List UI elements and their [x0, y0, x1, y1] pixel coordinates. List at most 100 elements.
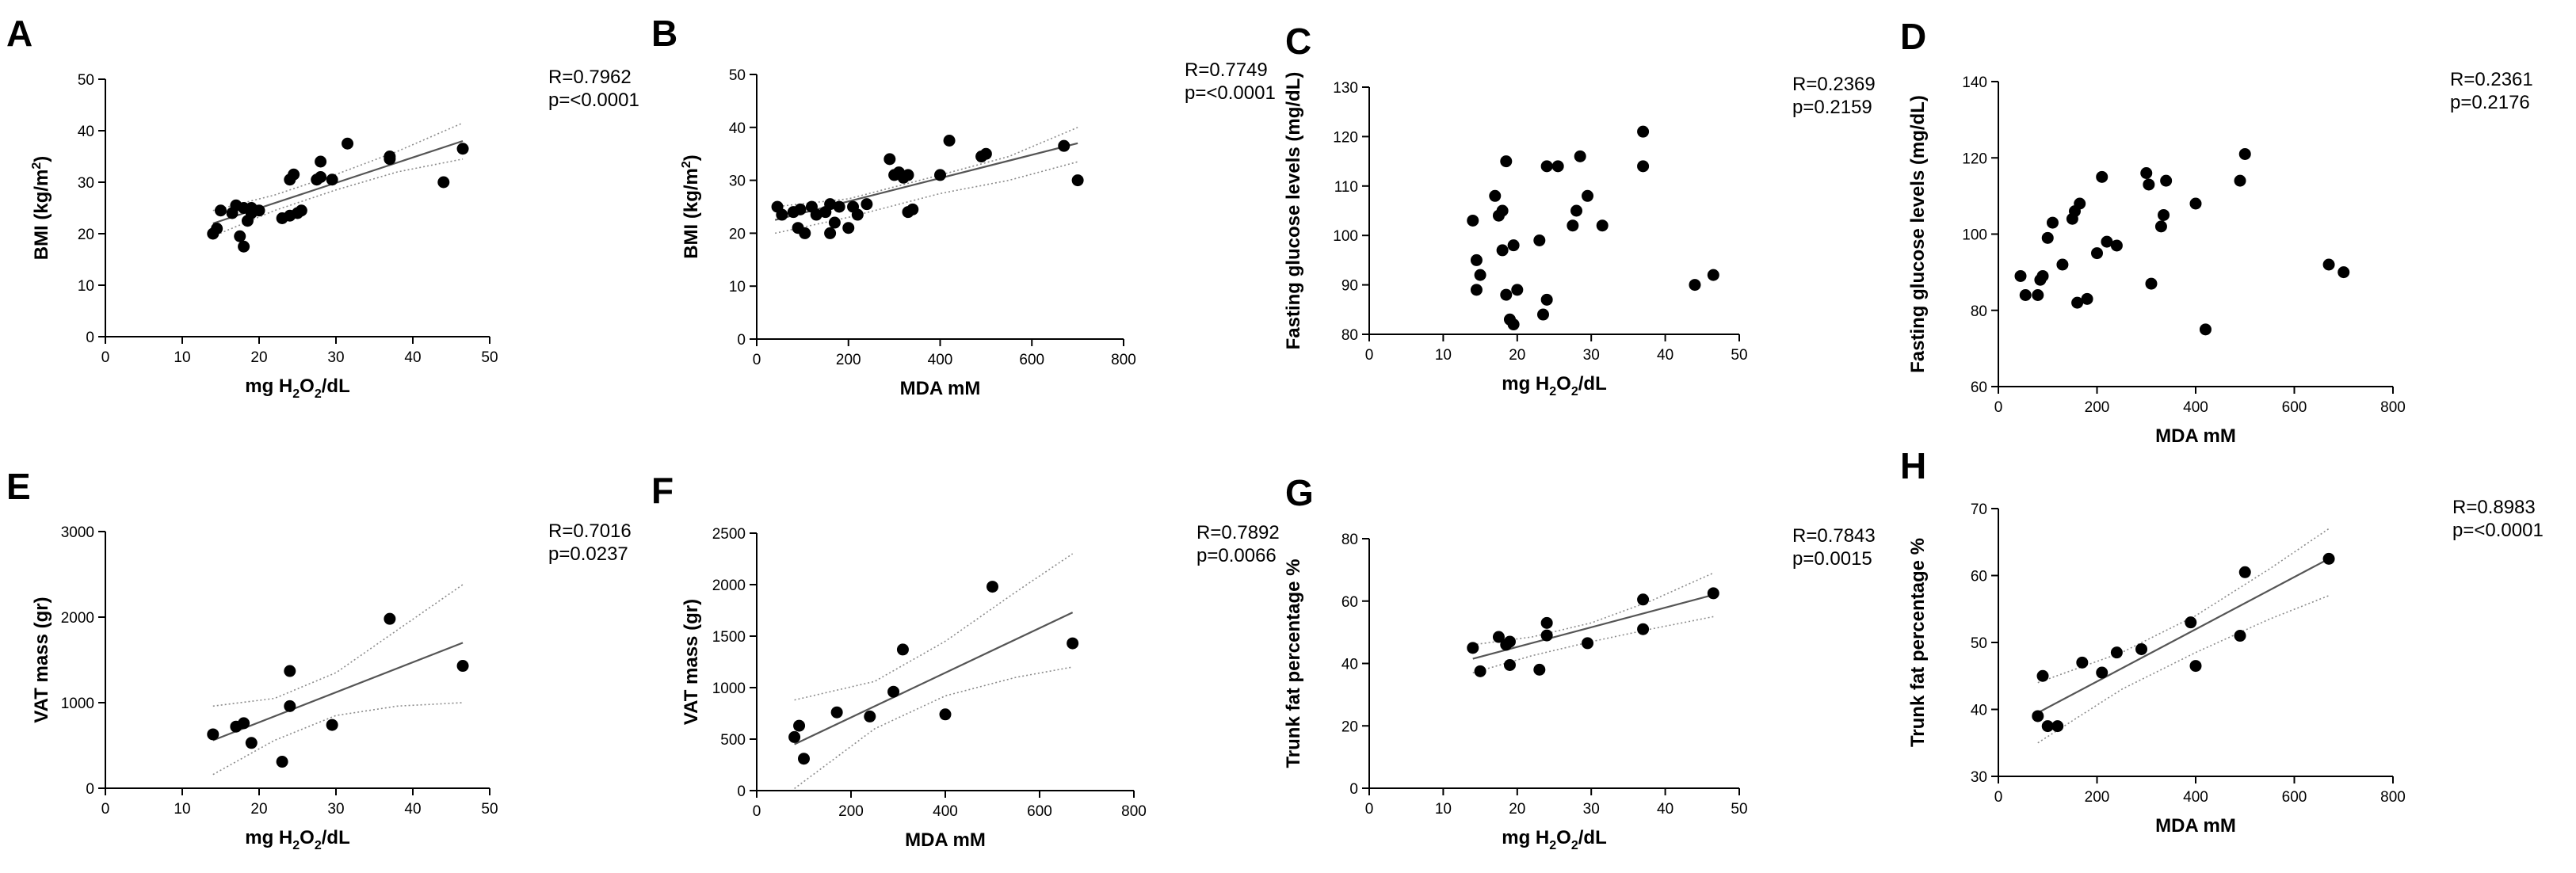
x-axis-title: mg H2O2/dL: [245, 827, 349, 852]
data-point: [2158, 208, 2170, 221]
y-tick-label: 3000: [61, 524, 94, 541]
data-point: [2056, 258, 2069, 271]
y-tick-label: 2000: [712, 578, 746, 594]
r-value: R=0.2369: [1792, 74, 1876, 95]
y-tick-label: 1000: [712, 680, 746, 697]
data-point: [215, 204, 227, 217]
data-point: [207, 728, 219, 741]
y-tick-label: 40: [78, 124, 94, 140]
data-point: [1637, 593, 1650, 606]
data-point: [1707, 587, 1719, 600]
x-tick-label: 30: [1583, 801, 1600, 818]
panel-letter: B: [651, 13, 677, 54]
data-point: [288, 168, 300, 181]
data-point: [1582, 189, 1594, 202]
x-axis-title: MDA mM: [2155, 425, 2236, 447]
data-point: [2154, 220, 2167, 233]
data-point: [810, 208, 822, 221]
data-point: [1467, 642, 1479, 654]
data-point: [2041, 231, 2054, 244]
data-point: [793, 719, 806, 732]
x-tick-label: 800: [2380, 789, 2406, 806]
data-point: [2322, 552, 2335, 565]
data-point: [2238, 566, 2251, 578]
x-tick-label: 0: [101, 349, 110, 366]
data-point: [1567, 219, 1579, 232]
data-point: [2135, 642, 2148, 655]
data-point: [253, 204, 265, 217]
x-tick-label: 30: [1583, 347, 1600, 364]
r-value: R=0.7892: [1196, 522, 1280, 543]
data-point: [979, 147, 992, 160]
data-point: [2160, 174, 2173, 187]
y-axis-title: Trunk fat percentage %: [1907, 538, 1929, 747]
data-point: [1503, 658, 1516, 671]
data-point: [1489, 189, 1502, 202]
y-tick-label: 70: [1971, 501, 1987, 518]
data-point: [1467, 214, 1479, 227]
data-point: [1551, 160, 1564, 173]
r-value: R=0.8983: [2452, 497, 2536, 518]
data-point: [1582, 637, 1594, 650]
y-tick-label: 500: [720, 732, 746, 749]
x-tick-label: 600: [1027, 803, 1052, 820]
p-value: p=0.0015: [1792, 548, 1872, 570]
y-tick-label: 80: [1341, 532, 1358, 548]
data-point: [1503, 635, 1516, 648]
y-tick-label: 1000: [61, 696, 94, 712]
ci-upper-band: [794, 553, 1074, 701]
data-point: [315, 155, 327, 168]
data-point: [1496, 204, 1509, 217]
panel-letter: F: [651, 470, 674, 511]
panel-c: C 0 10 20 30 40 50 80 90 100 110 120 130 mg H2O2/dL Fa…: [1283, 21, 1876, 398]
y-tick-label: 40: [1971, 703, 1987, 719]
panel-e: E 0 10 20 30 40 50 0 1000 2000 3000 mg H2O2/dL VAT m…: [6, 466, 632, 852]
data-point: [2036, 669, 2049, 682]
y-tick-label: 0: [86, 781, 94, 798]
data-point: [939, 708, 952, 721]
data-point: [1637, 125, 1650, 138]
regression-line: [2037, 558, 2330, 714]
data-point: [1470, 254, 1483, 266]
data-point: [1500, 155, 1513, 168]
data-point: [1511, 284, 1524, 296]
x-tick-label: 30: [327, 349, 344, 366]
ci-lower-band: [794, 666, 1073, 790]
data-point: [2145, 277, 2158, 290]
data-point: [861, 198, 873, 211]
data-point: [2140, 167, 2153, 179]
data-point: [211, 223, 223, 234]
y-tick-label: 0: [86, 330, 94, 346]
data-point: [883, 153, 896, 166]
data-point: [1492, 631, 1505, 643]
data-point: [1533, 234, 1546, 246]
r-value: R=0.7016: [548, 520, 632, 542]
y-tick-label: 10: [729, 279, 746, 295]
x-tick-label: 20: [250, 349, 267, 366]
data-point: [833, 200, 845, 213]
data-point: [1507, 318, 1520, 331]
data-point: [2185, 616, 2197, 629]
x-tick-label: 400: [933, 803, 958, 820]
y-tick-label: 20: [729, 226, 746, 242]
data-point: [1067, 637, 1079, 650]
x-tick-label: 20: [1509, 801, 1525, 818]
panel-letter: G: [1285, 472, 1314, 513]
data-point: [896, 643, 909, 656]
data-point: [987, 581, 998, 593]
data-point: [842, 222, 855, 234]
data-point: [456, 660, 469, 673]
data-point: [342, 137, 354, 150]
data-point: [1574, 150, 1586, 162]
y-axis-title: Trunk fat percentage %: [1283, 558, 1304, 768]
data-point: [1474, 665, 1486, 677]
data-point: [245, 737, 258, 749]
data-point: [1071, 174, 1084, 187]
y-tick-label: 30: [1971, 769, 1987, 786]
r-value: R=0.7749: [1185, 59, 1268, 81]
data-point: [1474, 269, 1486, 281]
x-tick-label: 40: [1657, 801, 1673, 818]
panel-letter: A: [6, 13, 32, 54]
x-tick-label: 40: [1657, 347, 1673, 364]
y-tick-label: 1500: [712, 629, 746, 646]
